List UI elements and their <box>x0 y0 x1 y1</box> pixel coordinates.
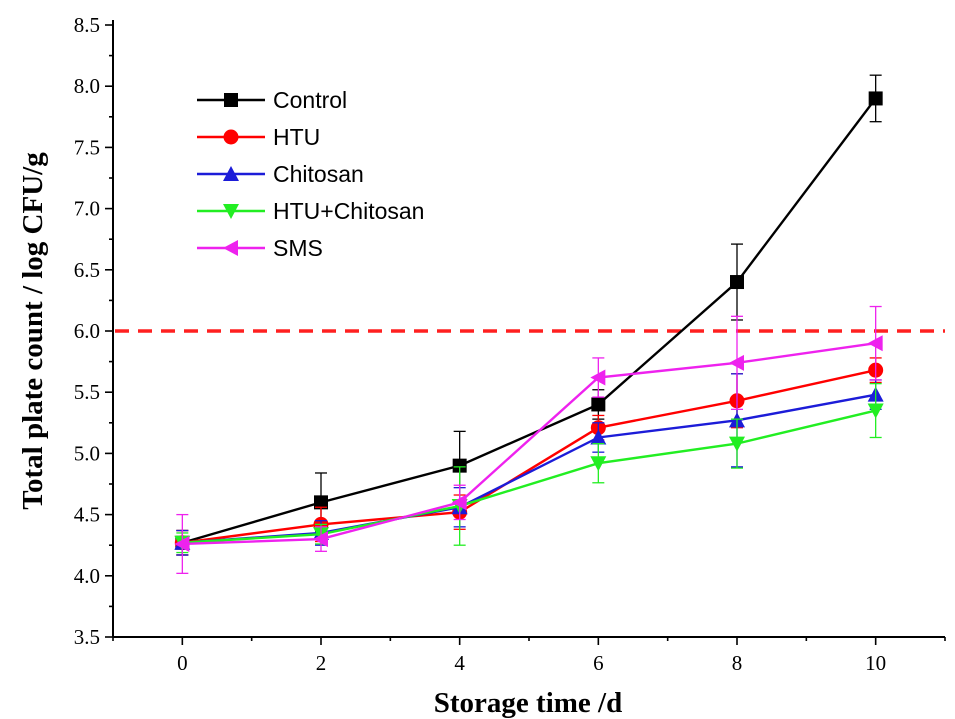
legend-item-sms: SMS <box>197 235 323 261</box>
series-line <box>181 97 877 544</box>
legend-marker <box>223 129 239 145</box>
axes-layer: 0 2 4 6 8 10 3.5 4.0 4.5 5.0 5.5 6.0 6.5 7.0 7.5 8.0 8.5 <box>74 13 946 675</box>
data-point <box>867 403 884 419</box>
data-point <box>313 531 328 548</box>
legend-item-htu-chitosan: HTU+Chitosan <box>197 198 424 224</box>
y-tick-label: 4.0 <box>74 564 100 588</box>
y-tick-label: 3.5 <box>74 625 100 649</box>
data-point <box>867 335 883 352</box>
x-tick-label: 0 <box>177 651 188 675</box>
y-tick-label: 6.5 <box>74 258 100 282</box>
x-tick-label: 4 <box>454 651 465 675</box>
series-line <box>182 368 876 544</box>
legend-marker <box>223 166 239 181</box>
data-point <box>591 397 606 412</box>
legend-marker <box>224 93 238 107</box>
data-point <box>729 436 745 452</box>
data-point <box>729 354 744 371</box>
data-point <box>590 429 607 445</box>
series-layer <box>174 74 884 575</box>
legend-label: Control <box>273 87 347 113</box>
series-chitosan <box>174 373 884 556</box>
y-tick-label: 8.0 <box>74 74 100 98</box>
series-htu <box>174 357 884 556</box>
series-htu-chitosan <box>174 382 884 554</box>
data-point <box>868 91 883 106</box>
y-tick-label: 8.5 <box>74 13 100 37</box>
legend-marker <box>223 240 238 256</box>
legend: Control HTU Chitosan HTU+Chitosan SMS <box>197 87 424 261</box>
x-tick-label: 8 <box>732 651 743 675</box>
x-tick-label: 6 <box>593 651 604 675</box>
data-point <box>451 494 467 511</box>
data-point <box>314 495 328 510</box>
legend-label: SMS <box>273 235 323 261</box>
x-tick-label: 10 <box>865 651 886 675</box>
legend-label: HTU <box>273 124 320 150</box>
data-point <box>174 535 190 552</box>
y-tick-label: 5.5 <box>74 380 100 404</box>
y-axis-title: Total plate count / log CFU/g <box>17 152 49 510</box>
legend-label: Chitosan <box>273 161 364 187</box>
data-point <box>590 456 607 472</box>
series-line <box>182 342 876 546</box>
legend-label: HTU+Chitosan <box>273 198 424 224</box>
x-axis-title: Storage time /d <box>434 687 622 719</box>
series-line <box>182 409 876 544</box>
y-tick-label: 7.5 <box>74 135 100 159</box>
legend-item-htu: HTU <box>197 124 320 150</box>
data-point <box>452 458 467 473</box>
legend-item-chitosan: Chitosan <box>197 161 364 187</box>
y-tick-label: 4.5 <box>74 503 100 527</box>
y-tick-label: 5.0 <box>74 441 100 465</box>
data-point <box>730 275 744 290</box>
y-tick-label: 6.0 <box>74 319 100 343</box>
legend-marker <box>223 204 239 219</box>
y-tick-label: 7.0 <box>74 197 100 221</box>
x-tick-label: 2 <box>316 651 327 675</box>
data-point <box>590 369 606 386</box>
legend-item-control: Control <box>197 87 347 113</box>
series-sms <box>174 305 883 575</box>
